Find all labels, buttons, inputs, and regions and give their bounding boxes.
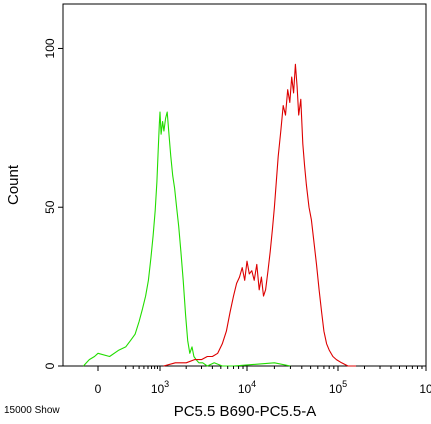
plot-border: [62, 3, 427, 367]
x-axis: 0 103 104 105 10: [95, 366, 431, 396]
plot-frame: [62, 3, 427, 367]
x-tick-label: 103: [151, 379, 169, 396]
x-tick-label: 105: [329, 379, 347, 396]
histogram-series-1: [82, 111, 291, 367]
x-tick-label: 0: [95, 382, 102, 396]
histogram-series-2: [163, 63, 356, 367]
x-tick-label: 10: [419, 382, 431, 396]
y-tick-label: 50: [43, 200, 57, 214]
y-tick-label: 0: [43, 362, 57, 369]
histogram-series: [82, 63, 356, 367]
y-tick-label: 100: [43, 38, 57, 58]
x-tick-label: 104: [238, 379, 256, 396]
y-axis: 0 50 100: [43, 38, 63, 369]
event-count-note: 15000 Show: [4, 405, 60, 416]
x-axis-label: PC5.5 B690-PC5.5-A: [174, 403, 317, 420]
y-axis-label: Count: [5, 164, 22, 205]
